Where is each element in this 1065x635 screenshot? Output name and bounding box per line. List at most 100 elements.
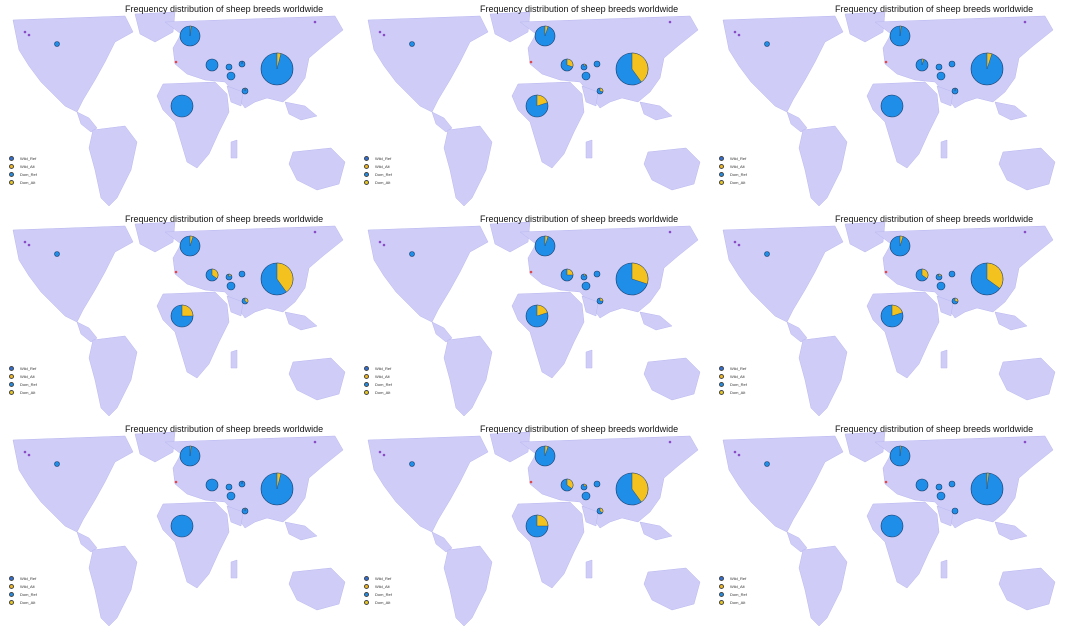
land-shape bbox=[639, 521, 673, 541]
map-legend: Wild_Ref Wild_Alt Dom_Ref Dom_Alt bbox=[719, 364, 747, 396]
legend-label: Wild_Ref bbox=[20, 365, 37, 371]
marker-dot bbox=[23, 240, 27, 244]
legend-label: Wild_Ref bbox=[20, 155, 37, 161]
legend-label: Dom_Alt bbox=[20, 179, 36, 185]
land-shape bbox=[88, 545, 138, 627]
map-legend: Wild_Ref Wild_Alt Dom_Ref Dom_Alt bbox=[364, 364, 392, 396]
pie-alt-slice bbox=[189, 25, 192, 37]
legend-swatch bbox=[719, 381, 724, 387]
pie-ref-slice bbox=[915, 478, 929, 492]
map-panel: Frequency distribution of sheep breeds w… bbox=[5, 2, 350, 207]
legend-label: Dom_Ref bbox=[375, 591, 392, 597]
pie-chart bbox=[889, 25, 911, 47]
marker-dot bbox=[529, 270, 533, 274]
legend-swatch bbox=[719, 389, 724, 395]
land-shape bbox=[639, 101, 673, 121]
marker-dot bbox=[174, 480, 178, 484]
legend-label: Dom_Ref bbox=[20, 171, 37, 177]
land-shape bbox=[585, 559, 593, 579]
marker-dot bbox=[1023, 20, 1027, 24]
pie-alt-slice bbox=[244, 297, 249, 304]
map-title: Frequency distribution of sheep breeds w… bbox=[480, 424, 679, 434]
land-shape bbox=[134, 431, 176, 463]
map-title: Frequency distribution of sheep breeds w… bbox=[480, 214, 679, 224]
land-shape bbox=[844, 221, 886, 253]
legend-item: Dom_Ref bbox=[364, 170, 392, 178]
marker-dot bbox=[174, 60, 178, 64]
legend-item: Wild_Ref bbox=[364, 154, 392, 162]
world-map bbox=[722, 221, 1056, 417]
legend-item: Wild_Ref bbox=[719, 574, 747, 582]
land-shape bbox=[443, 125, 493, 207]
map-title: Frequency distribution of sheep breeds w… bbox=[125, 424, 324, 434]
pie-chart bbox=[880, 94, 904, 118]
pie-alt-slice bbox=[244, 507, 247, 512]
legend-swatch bbox=[719, 373, 724, 379]
pie-chart bbox=[948, 480, 956, 488]
pie-ref-slice bbox=[593, 60, 601, 68]
pie-chart bbox=[534, 445, 556, 467]
map-title: Frequency distribution of sheep breeds w… bbox=[125, 214, 324, 224]
pie-chart bbox=[205, 268, 219, 282]
pie-alt-slice bbox=[899, 235, 904, 247]
pie-alt-slice bbox=[986, 472, 990, 490]
land-shape bbox=[874, 225, 1054, 319]
pie-chart bbox=[179, 25, 201, 47]
legend-item: Dom_Alt bbox=[9, 598, 37, 606]
map-title: Frequency distribution of sheep breeds w… bbox=[835, 214, 1034, 224]
land-shape bbox=[798, 545, 848, 627]
legend-swatch bbox=[364, 599, 369, 605]
legend-item: Wild_Alt bbox=[719, 162, 747, 170]
land-shape bbox=[866, 81, 940, 169]
pie-alt-slice bbox=[276, 52, 282, 70]
land-shape bbox=[12, 15, 134, 113]
pie-chart bbox=[54, 41, 60, 47]
pie-chart bbox=[205, 478, 219, 492]
pie-ref-slice bbox=[764, 461, 770, 467]
world-map bbox=[722, 11, 1056, 207]
legend-item: Wild_Alt bbox=[364, 372, 392, 380]
land-shape bbox=[284, 101, 318, 121]
pie-chart bbox=[560, 268, 574, 282]
pie-chart bbox=[935, 63, 943, 71]
marker-dot bbox=[382, 243, 386, 247]
pie-alt-slice bbox=[228, 273, 232, 278]
map-panel: Frequency distribution of sheep breeds w… bbox=[715, 2, 1060, 207]
legend-item: Wild_Ref bbox=[364, 574, 392, 582]
legend-label: Wild_Alt bbox=[375, 373, 390, 379]
land-shape bbox=[511, 81, 585, 169]
pie-ref-slice bbox=[880, 514, 904, 538]
pie-chart bbox=[260, 262, 294, 296]
marker-dot bbox=[529, 480, 533, 484]
legend-item: Dom_Ref bbox=[9, 590, 37, 598]
pie-ref-slice bbox=[225, 63, 233, 71]
land-shape bbox=[230, 139, 238, 159]
land-shape bbox=[367, 435, 489, 533]
pie-chart bbox=[409, 461, 415, 467]
land-shape bbox=[874, 15, 1054, 109]
pie-ref-slice bbox=[581, 281, 591, 291]
legend-swatch bbox=[719, 163, 724, 169]
pie-chart bbox=[880, 304, 904, 328]
legend-label: Dom_Ref bbox=[375, 381, 392, 387]
marker-dot bbox=[733, 450, 737, 454]
legend-label: Wild_Ref bbox=[20, 575, 37, 581]
legend-item: Wild_Alt bbox=[9, 582, 37, 590]
pie-ref-slice bbox=[936, 71, 946, 81]
legend-swatch bbox=[719, 583, 724, 589]
pie-ref-slice bbox=[170, 94, 194, 118]
legend-item: Dom_Alt bbox=[719, 178, 747, 186]
pie-chart bbox=[525, 94, 549, 118]
legend-label: Wild_Ref bbox=[375, 365, 392, 371]
marker-dot bbox=[382, 453, 386, 457]
land-shape bbox=[367, 15, 489, 113]
land-shape bbox=[998, 147, 1056, 191]
marker-dot bbox=[382, 33, 386, 37]
land-shape bbox=[519, 15, 699, 109]
pie-chart bbox=[226, 491, 236, 501]
land-shape bbox=[998, 357, 1056, 401]
land-shape bbox=[288, 147, 346, 191]
land-shape bbox=[284, 311, 318, 331]
pie-chart bbox=[581, 491, 591, 501]
pie-alt-slice bbox=[189, 235, 194, 247]
